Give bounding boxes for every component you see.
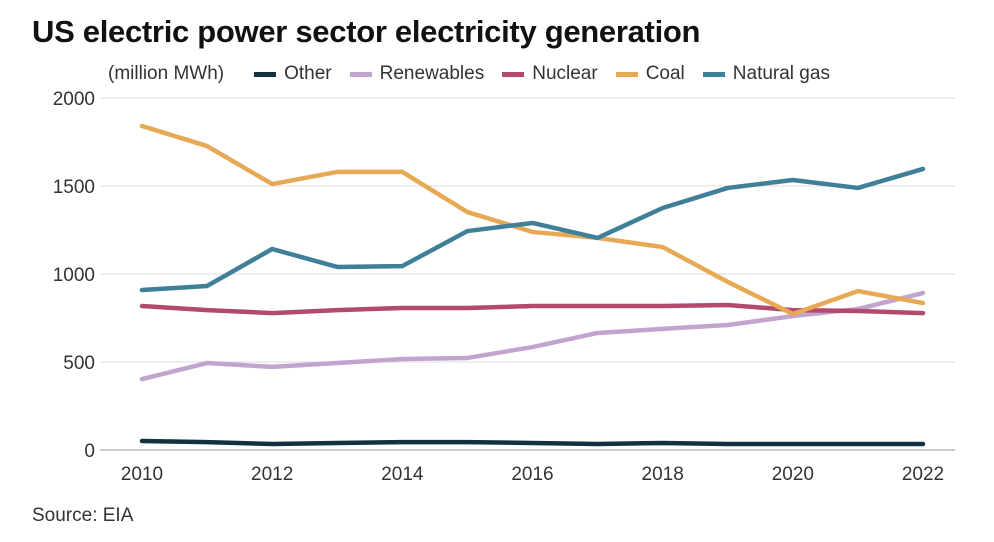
y-tick-label: 1500 bbox=[53, 177, 95, 198]
legend: (million MWh) Other Renewables Nuclear Coal… bbox=[108, 63, 848, 85]
legend-item: Nuclear bbox=[502, 63, 598, 85]
series-line-natural-gas bbox=[139, 166, 926, 293]
series-line-coal bbox=[139, 123, 926, 317]
y-tick-label: 2000 bbox=[53, 89, 95, 110]
y-tick-label: 1000 bbox=[53, 265, 95, 286]
series-line-other bbox=[139, 438, 926, 447]
legend-item: Renewables bbox=[349, 63, 485, 85]
legend-item: Natural gas bbox=[702, 63, 830, 85]
legend-swatch bbox=[702, 71, 725, 77]
legend-label: Renewables bbox=[379, 63, 485, 84]
x-tick-label: 2020 bbox=[772, 464, 814, 485]
legend-label: Nuclear bbox=[532, 63, 598, 84]
legend-swatch bbox=[254, 71, 277, 77]
x-tick-label: 2010 bbox=[121, 464, 163, 485]
series-line-nuclear bbox=[139, 302, 926, 316]
legend-item: Coal bbox=[615, 63, 685, 85]
y-tick-label: 500 bbox=[63, 353, 95, 374]
x-tick-label: 2012 bbox=[251, 464, 293, 485]
source-note: Source: EIA bbox=[32, 505, 134, 526]
x-tick-label: 2022 bbox=[902, 464, 944, 485]
y-tick-label: 0 bbox=[84, 441, 95, 462]
legend-label: Natural gas bbox=[732, 63, 830, 84]
x-tick-label: 2018 bbox=[642, 464, 684, 485]
legend-label: Coal bbox=[645, 63, 685, 84]
legend-swatch bbox=[502, 71, 525, 77]
legend-label: Other bbox=[284, 63, 332, 84]
legend-item: Other bbox=[254, 63, 332, 85]
x-tick-label: 2016 bbox=[511, 464, 553, 485]
legend-swatch bbox=[615, 71, 638, 77]
y-axis-unit: (million MWh) bbox=[108, 63, 225, 84]
legend-swatch bbox=[349, 71, 372, 77]
chart-title: US electric power sector electricity gen… bbox=[32, 14, 701, 49]
x-tick-label: 2014 bbox=[381, 464, 424, 485]
